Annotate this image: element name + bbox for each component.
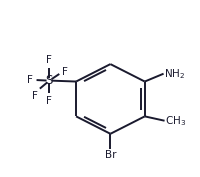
Text: F: F — [46, 96, 52, 106]
Text: F: F — [27, 75, 33, 85]
Text: NH$_2$: NH$_2$ — [164, 67, 185, 81]
Text: Br: Br — [104, 150, 116, 160]
Text: CH$_3$: CH$_3$ — [164, 114, 185, 128]
Text: F: F — [62, 67, 68, 77]
Text: S: S — [45, 74, 53, 87]
Text: F: F — [46, 55, 52, 65]
Text: F: F — [31, 91, 37, 101]
